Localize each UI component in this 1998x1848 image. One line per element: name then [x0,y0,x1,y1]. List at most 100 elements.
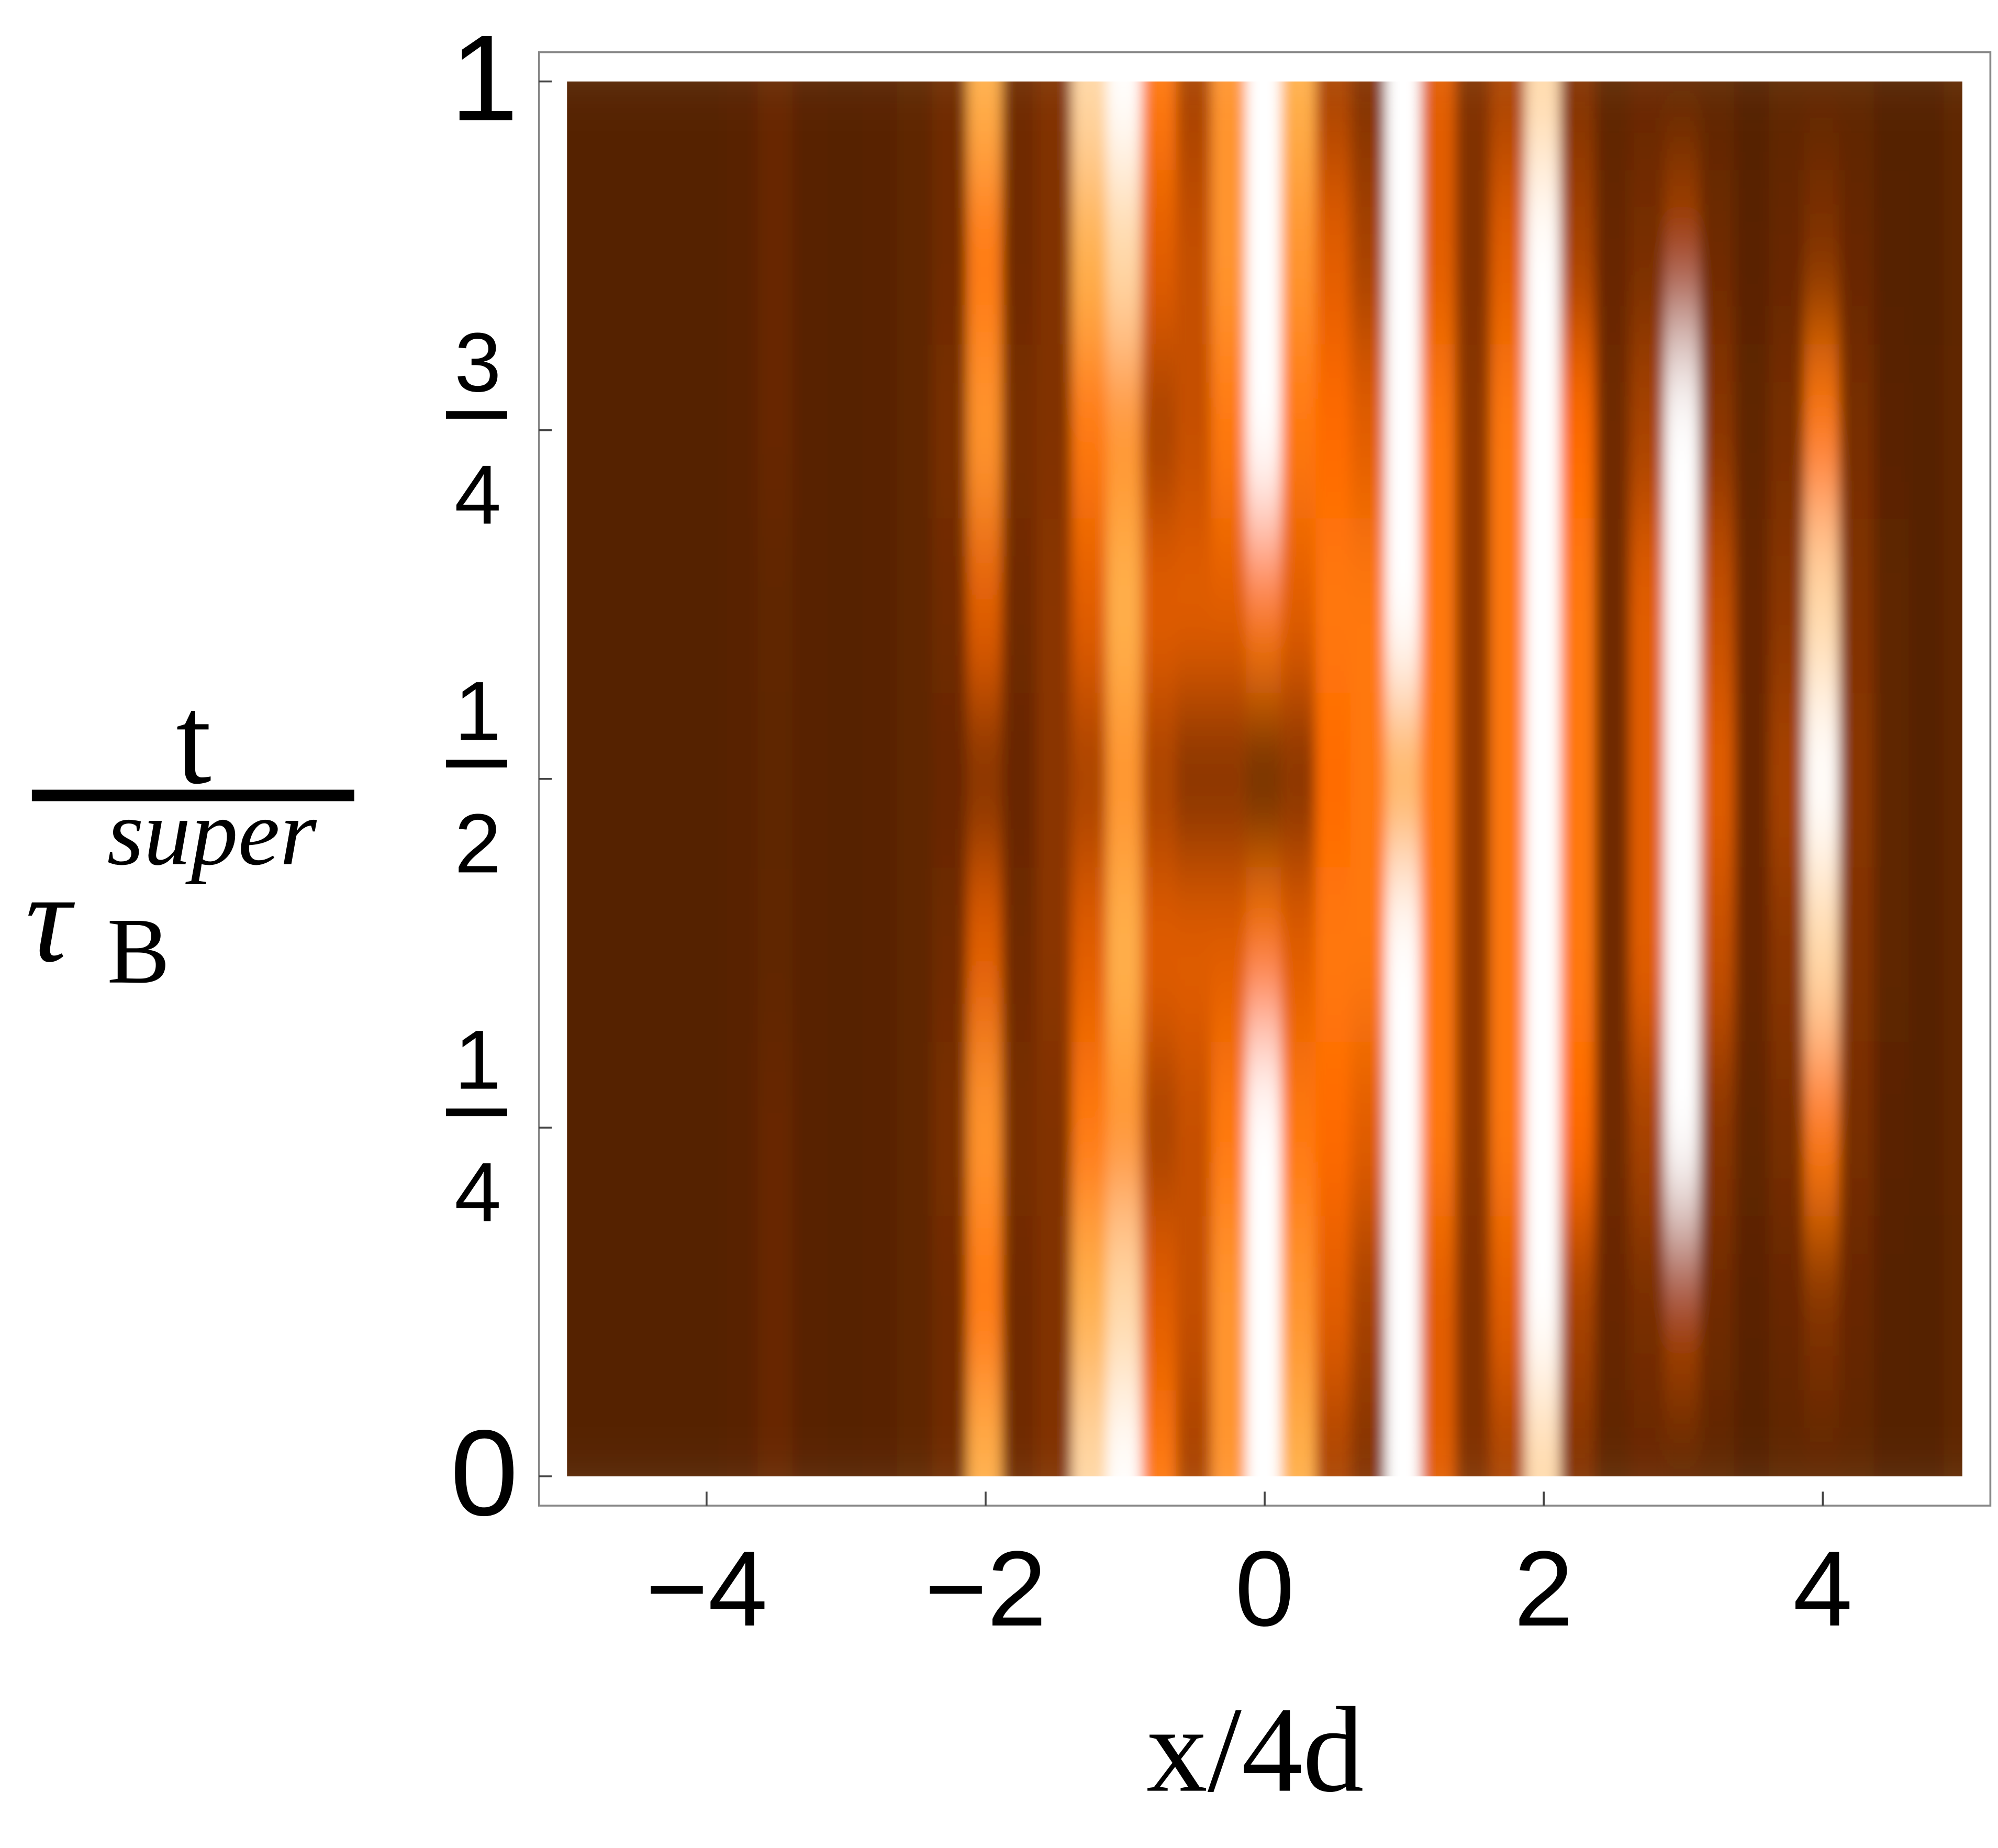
heatmap-cell [897,167,935,344]
y-axis-label-denominator: τ [26,848,75,989]
heatmap-cell [1106,516,1144,693]
heatmap-cell [1490,1214,1528,1391]
heatmap-cell [967,81,1004,170]
heatmap-cell [1629,690,1667,867]
y-tick-label: 0 [450,1405,518,1541]
heatmap-cell [1769,1214,1807,1391]
heatmap-cell [967,341,1004,519]
heatmap-cell [897,690,935,867]
heatmap-cell [1873,1214,1912,1391]
heatmap-cell [1908,864,1946,1042]
heatmap-cell [1106,1388,1144,1477]
heatmap-cell [792,1214,830,1391]
heatmap-cell [1629,1039,1667,1216]
heatmap-cell [1839,1039,1877,1216]
heatmap-cell [1664,690,1702,867]
heatmap-cell [792,167,830,344]
heatmap-cell [1176,864,1214,1042]
heatmap-cell [862,81,900,170]
heatmap-cell [1455,167,1493,344]
heatmap-cell [1001,1388,1040,1477]
heatmap-cell [1315,690,1354,867]
x-tick-label: 0 [1235,1529,1294,1649]
heatmap-cell [1629,167,1667,344]
heatmap-cell [897,1214,935,1391]
heatmap-cell [1106,341,1144,519]
heatmap-cell [1246,690,1283,867]
heatmap-cell [1525,167,1562,344]
heatmap-cell [618,81,656,170]
heatmap-cell [1350,81,1388,170]
heatmap-cell [722,167,761,344]
heatmap-cell [1944,341,1962,519]
heatmap-cell [1769,1039,1807,1216]
heatmap-cell [1944,690,1962,867]
heatmap-cell [1804,690,1842,867]
heatmap-cell [1071,341,1109,519]
heatmap-cell [827,1214,865,1391]
heatmap-cell [1315,516,1354,693]
heatmap-cell [792,81,830,170]
heatmap-cell [1246,1214,1283,1391]
heatmap-cell [1176,1388,1214,1477]
heatmap-cell [722,864,761,1042]
heatmap-cell [618,167,656,344]
heatmap-cell [897,1388,935,1477]
heatmap-cell [1385,864,1423,1042]
heatmap-cell [1594,1388,1633,1477]
heatmap-cell [1873,864,1912,1042]
heatmap-cell [1385,1039,1423,1216]
heatmap-cell [1350,341,1388,519]
heatmap-cell [1560,516,1598,693]
heatmap-cell [1804,167,1842,344]
heatmap-cell [688,341,725,519]
heatmap-cell [583,690,621,867]
heatmap-cell [1664,341,1702,519]
heatmap-cell [1908,516,1946,693]
heatmap-cell [688,690,725,867]
heatmap-cell [1385,516,1423,693]
heatmap-cell [722,516,761,693]
heatmap-cell [567,81,586,170]
heatmap-cell [1490,167,1528,344]
heatmap-cell [1001,341,1040,519]
heatmap-cell [1350,864,1388,1042]
heatmap-cell [688,81,725,170]
heatmap-cell [932,81,970,170]
heatmap-cell [1839,1388,1877,1477]
heatmap-cell [1908,690,1946,867]
heatmap-cell [1071,167,1109,344]
heatmap-cell [1211,81,1249,170]
heatmap-cell [1001,1039,1040,1216]
heatmap-cell [653,1388,690,1477]
heatmap-cell [1525,690,1562,867]
heatmap-cell [1280,516,1319,693]
heatmap-cell [792,1388,830,1477]
heatmap [567,81,1962,1477]
heatmap-cell [1246,341,1283,519]
heatmap-cell [1036,167,1074,344]
heatmap-cell [1350,1214,1388,1391]
heatmap-cell [1106,690,1144,867]
heatmap-cell [1734,516,1772,693]
heatmap-cell [897,81,935,170]
heatmap-cell [1420,167,1458,344]
heatmap-cell [1908,1039,1946,1216]
y-tick-denominator: 2 [454,797,501,890]
heatmap-cell [1873,81,1912,170]
heatmap-cell [1804,1039,1842,1216]
heatmap-cell [1664,81,1702,170]
heatmap-cell [618,516,656,693]
heatmap-clip [567,81,1962,1477]
heatmap-cell [1839,690,1877,867]
heatmap-cell [1525,1388,1562,1477]
heatmap-cell [653,167,690,344]
heatmap-cell [1734,864,1772,1042]
heatmap-cell [1490,1388,1528,1477]
heatmap-cell [1315,341,1354,519]
heatmap-cell [757,1388,795,1477]
heatmap-cell [1141,81,1179,170]
heatmap-cell [1490,690,1528,867]
heatmap-cell [1944,1039,1962,1216]
